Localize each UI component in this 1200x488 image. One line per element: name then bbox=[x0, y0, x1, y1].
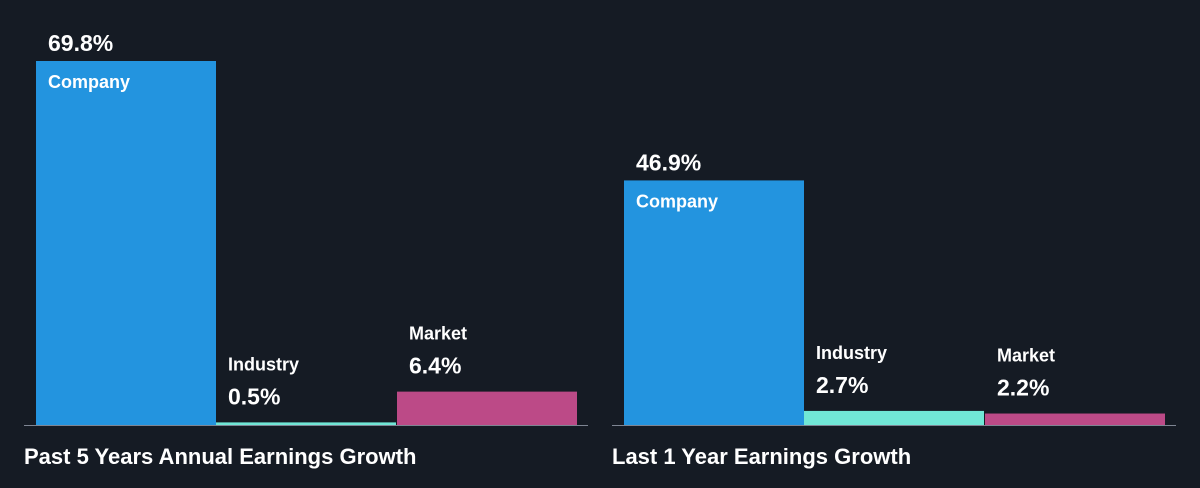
past-5-years-industry-category-label: Industry bbox=[228, 354, 299, 374]
last-1-year-chart-title: Last 1 Year Earnings Growth bbox=[612, 444, 912, 469]
past-5-years-chart-title: Past 5 Years Annual Earnings Growth bbox=[24, 444, 417, 469]
past-5-years-company-bar bbox=[36, 61, 216, 425]
past-5-years-company-value-label: 69.8% bbox=[48, 30, 113, 56]
last-1-year-market-value-label: 2.2% bbox=[997, 375, 1049, 401]
last-1-year-market-category-label: Market bbox=[997, 346, 1055, 366]
past-5-years-industry-value-label: 0.5% bbox=[228, 383, 280, 409]
past-5-years-bars: 69.8% Company 0.5% Industry 6.4% Market bbox=[36, 30, 577, 425]
last-1-year-industry-bar bbox=[804, 410, 984, 425]
last-1-year-market-bar bbox=[985, 413, 1165, 425]
past-5-years-industry-bar bbox=[216, 422, 396, 425]
past-5-years-market-value-label: 6.4% bbox=[409, 353, 461, 379]
last-1-year-company-category-label: Company bbox=[636, 191, 718, 211]
last-1-year-industry-category-label: Industry bbox=[816, 343, 887, 363]
last-1-year-bars: 46.9% Company 2.7% Industry 2.2% Market bbox=[624, 149, 1165, 425]
past-5-years-market-bar bbox=[397, 391, 577, 425]
past-5-years-company-category-label: Company bbox=[48, 72, 130, 92]
past-5-years-market-category-label: Market bbox=[409, 324, 467, 344]
last-1-year-company-bar bbox=[624, 180, 804, 425]
last-1-year-industry-value-label: 2.7% bbox=[816, 372, 868, 398]
last-1-year-company-value-label: 46.9% bbox=[636, 149, 701, 175]
